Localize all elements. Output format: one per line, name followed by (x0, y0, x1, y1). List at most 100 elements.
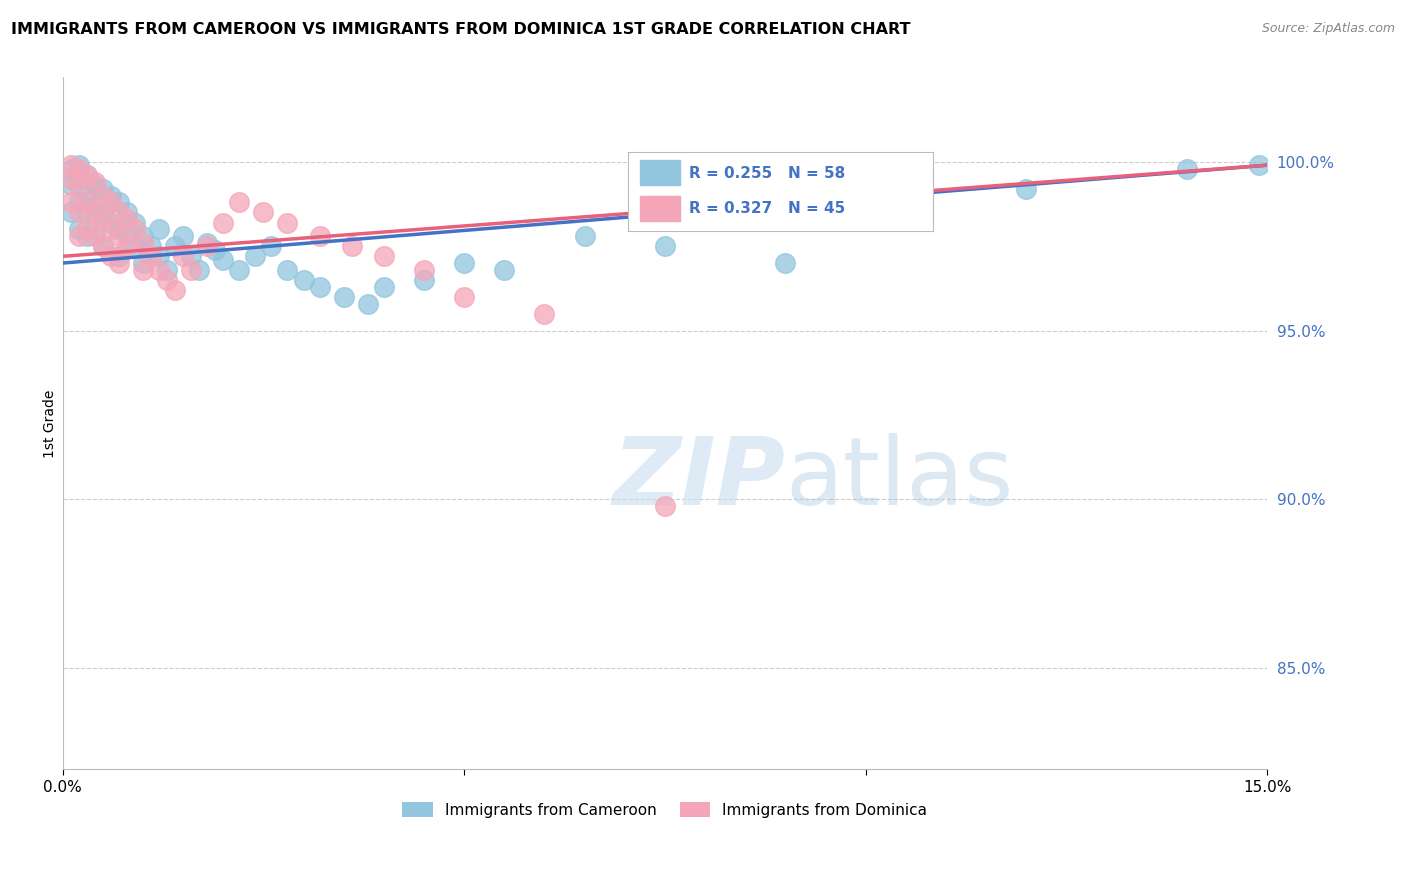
Legend: Immigrants from Cameroon, Immigrants from Dominica: Immigrants from Cameroon, Immigrants fro… (396, 796, 934, 824)
Point (204, 243, 226, 257)
Point (245, 249, 267, 263)
Point (83, 229, 105, 244)
Point (180, 249, 202, 263)
Point (148, 262, 170, 277)
Point (83, 175, 105, 189)
Point (574, 229, 596, 244)
Point (165, 283, 187, 297)
Point (91, 239, 114, 253)
Point (59, 205, 82, 219)
Point (59, 171, 82, 186)
Point (91, 205, 114, 219)
Point (100, 249, 122, 263)
Point (67, 229, 90, 244)
Point (76, 222, 98, 236)
Point (115, 239, 138, 253)
Point (83, 178, 105, 193)
Point (100, 188, 122, 202)
Point (292, 273, 315, 287)
Point (132, 256, 155, 270)
Point (156, 273, 179, 287)
Point (115, 205, 138, 219)
Point (148, 222, 170, 236)
Point (195, 235, 218, 250)
Text: IMMIGRANTS FROM CAMEROON VS IMMIGRANTS FROM DOMINICA 1ST GRADE CORRELATION CHART: IMMIGRANTS FROM CAMEROON VS IMMIGRANTS F… (11, 22, 911, 37)
Point (91, 212, 114, 227)
Text: R = 0.327   N = 45: R = 0.327 N = 45 (689, 201, 845, 216)
Point (83, 205, 105, 219)
Point (132, 235, 155, 250)
Point (115, 212, 138, 227)
Point (228, 262, 250, 277)
Point (76, 205, 98, 219)
Point (654, 499, 676, 513)
Point (67, 222, 90, 236)
Point (494, 262, 516, 277)
Point (76, 188, 98, 202)
Point (1015, 182, 1038, 196)
Point (124, 222, 146, 236)
Point (894, 195, 917, 210)
Point (132, 229, 155, 244)
Point (654, 239, 676, 253)
Point (67, 158, 90, 172)
Point (148, 249, 170, 263)
Point (276, 216, 298, 230)
Point (124, 239, 146, 253)
Point (775, 256, 797, 270)
Point (156, 262, 179, 277)
Point (76, 169, 98, 183)
Point (195, 239, 218, 253)
Bar (640, 160, 681, 185)
Point (59, 178, 82, 193)
Point (108, 195, 131, 210)
Point (83, 222, 105, 236)
Point (188, 262, 211, 277)
Text: ZIP: ZIP (613, 433, 786, 524)
Point (76, 229, 98, 244)
Point (180, 262, 202, 277)
Point (100, 222, 122, 236)
Point (340, 239, 363, 253)
Point (108, 256, 131, 270)
Point (59, 158, 82, 172)
Point (76, 195, 98, 210)
Point (357, 296, 380, 310)
Point (132, 262, 155, 277)
Point (100, 216, 122, 230)
Point (139, 239, 162, 253)
Point (59, 195, 82, 210)
Point (67, 195, 90, 210)
Point (124, 216, 146, 230)
Point (91, 239, 114, 253)
Text: R = 0.255   N = 58: R = 0.255 N = 58 (689, 166, 845, 180)
Point (308, 279, 330, 293)
Text: Source: ZipAtlas.com: Source: ZipAtlas.com (1261, 22, 1395, 36)
Point (533, 307, 555, 321)
Point (276, 262, 298, 277)
Point (373, 249, 395, 263)
Point (212, 216, 235, 230)
Point (1175, 161, 1198, 176)
Point (413, 273, 436, 287)
Point (108, 205, 131, 219)
Point (67, 178, 90, 193)
Point (212, 252, 235, 267)
Point (332, 290, 354, 304)
Point (76, 169, 98, 183)
Y-axis label: 1st Grade: 1st Grade (44, 389, 58, 458)
Bar (640, 196, 681, 221)
Point (165, 239, 187, 253)
Point (67, 205, 90, 219)
Point (308, 229, 330, 244)
Point (228, 195, 250, 210)
Point (108, 249, 131, 263)
Point (67, 171, 90, 186)
Point (172, 229, 194, 244)
Point (413, 262, 436, 277)
Point (108, 222, 131, 236)
Point (91, 182, 114, 196)
Point (373, 279, 395, 293)
Point (252, 205, 274, 219)
Point (83, 199, 105, 213)
